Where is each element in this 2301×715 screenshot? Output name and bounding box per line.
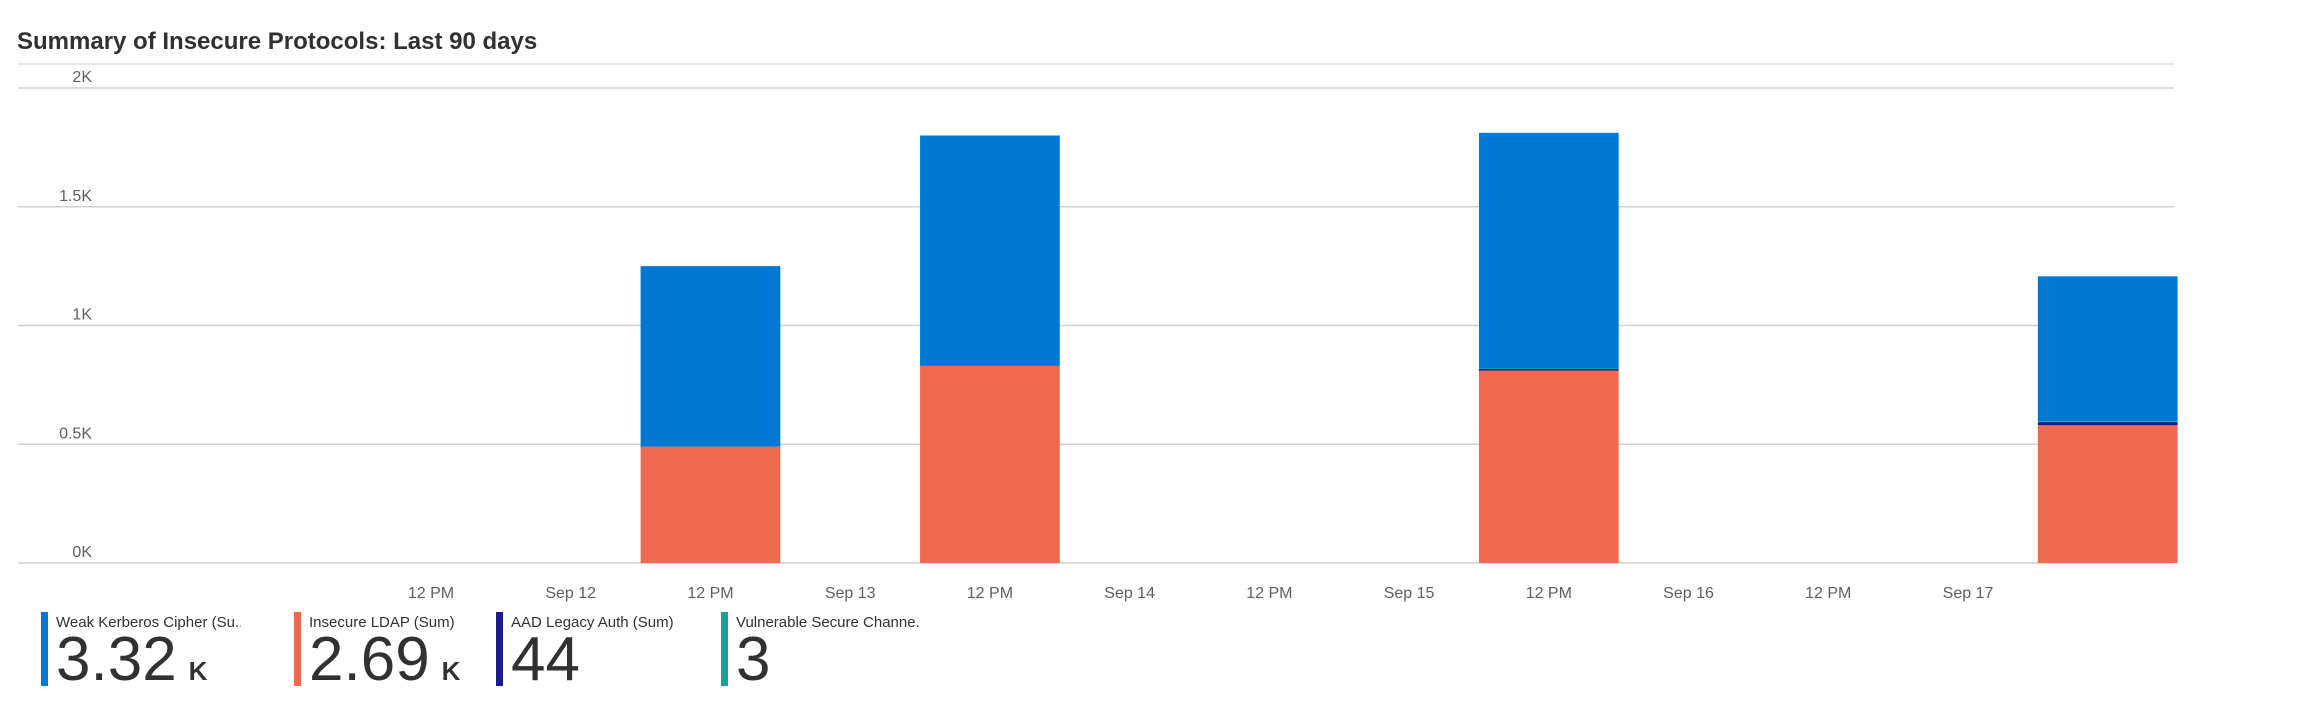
legend-item-insecure-ldap[interactable]: Insecure LDAP (Sum) 2.69 K <box>294 612 460 691</box>
legend-series-name: AAD Legacy Auth (Sum) <box>511 614 674 631</box>
x-tick-label: Sep 12 <box>545 585 596 602</box>
x-tick-label: Sep 16 <box>1663 585 1714 602</box>
x-tick-label: Sep 17 <box>1943 585 1994 602</box>
bar-segment <box>920 365 1060 563</box>
legend-item-weak-kerberos[interactable]: Weak Kerberos Cipher (Su... 3.32 K <box>41 612 241 691</box>
legend-series-total: 44 <box>511 625 580 694</box>
legend-series-unit: K <box>441 656 461 686</box>
bar-segment <box>2037 421 2178 423</box>
x-tick-label: 12 PM <box>967 585 1013 602</box>
bar-segment <box>2037 421 2178 426</box>
bar-segment <box>1478 368 1619 371</box>
legend-series-name: Insecure LDAP (Sum) <box>309 614 455 631</box>
x-tick-label: 12 PM <box>408 585 454 602</box>
x-tick-label: 12 PM <box>1805 585 1851 602</box>
x-tick-label: Sep 14 <box>1104 585 1155 602</box>
legend-series-total: 3 <box>736 625 771 694</box>
y-tick-label: 2K <box>72 69 92 86</box>
legend-series-name: Weak Kerberos Cipher (Su... <box>56 614 241 631</box>
legend-color-swatch <box>721 612 728 686</box>
x-tick-label: 12 PM <box>1246 585 1292 602</box>
x-tick-label: 12 PM <box>687 585 733 602</box>
legend-color-swatch <box>41 612 48 686</box>
bar-segment <box>1478 132 1619 369</box>
legend-item-vulnerable-secure-channel[interactable]: Vulnerable Secure Channe... 3 <box>721 612 921 691</box>
chart-title: Summary of Insecure Protocols: Last 90 d… <box>17 28 538 55</box>
legend-series-total: 3.32 <box>56 625 177 694</box>
legend-color-swatch <box>496 612 503 686</box>
legend-series-unit: K <box>188 656 208 686</box>
y-tick-label: 1.5K <box>59 188 92 205</box>
legend-item-aad-legacy-auth[interactable]: AAD Legacy Auth (Sum) 44 <box>496 612 674 691</box>
y-tick-label: 1K <box>72 307 92 324</box>
x-tick-label: Sep 15 <box>1384 585 1435 602</box>
bar-segment <box>920 135 1060 366</box>
bar-segment <box>1478 368 1619 370</box>
y-tick-label: 0.5K <box>59 425 92 442</box>
bar-segment <box>640 266 781 447</box>
y-tick-label: 0K <box>72 544 92 561</box>
bar-segment <box>640 446 781 563</box>
bar-segment <box>2037 425 2178 563</box>
x-tick-label: 12 PM <box>1526 585 1572 602</box>
x-tick-label: Sep 13 <box>825 585 876 602</box>
legend-series-total: 2.69 <box>309 625 430 694</box>
bar-segment <box>1478 370 1619 563</box>
legend-series-name: Vulnerable Secure Channe... <box>736 614 921 631</box>
bar-segment <box>2037 276 2178 422</box>
legend-color-swatch <box>294 612 301 686</box>
